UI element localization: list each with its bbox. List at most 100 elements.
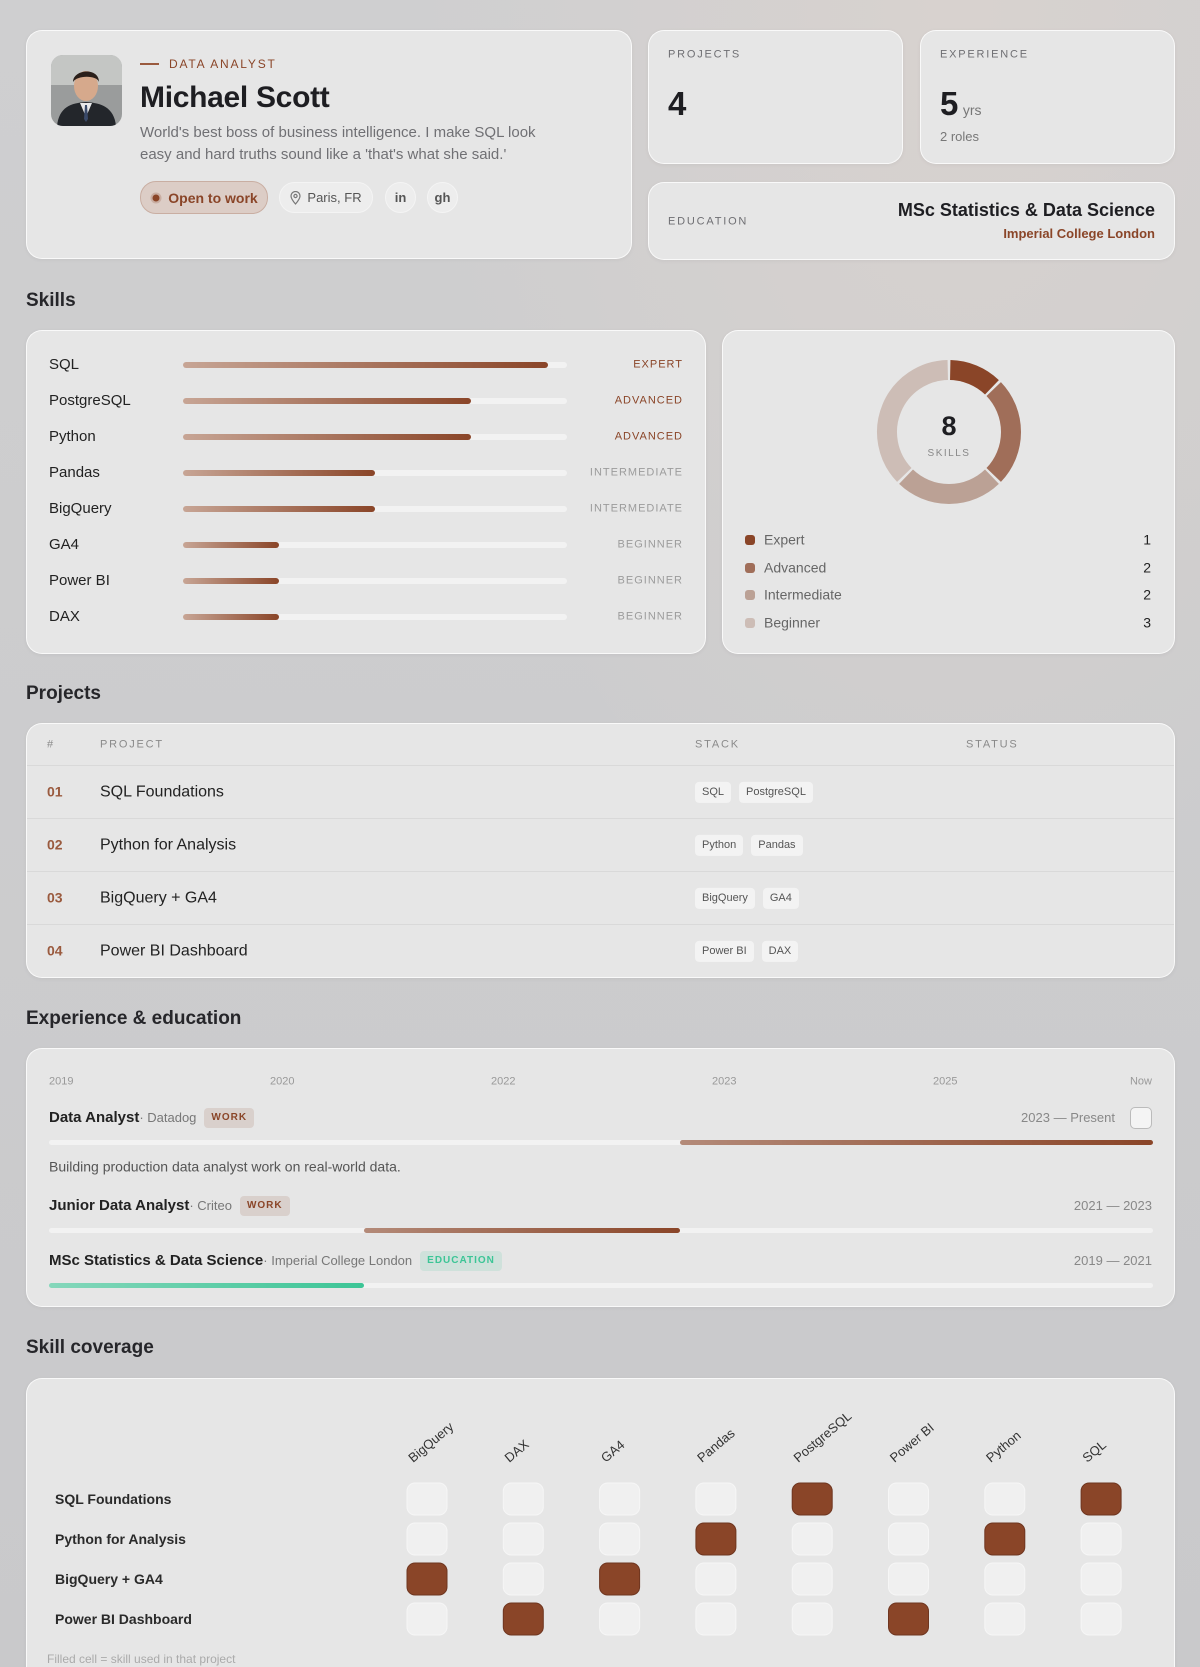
status-pill: Open to work	[140, 181, 268, 214]
skill-bar	[183, 434, 471, 440]
stack: Power BI DAX	[695, 939, 806, 962]
project-id: 03	[47, 889, 63, 906]
entry-button[interactable]	[1130, 1107, 1152, 1129]
coverage-cell	[406, 1562, 448, 1596]
axis-label: 2023	[712, 1075, 737, 1088]
stack-chip: BigQuery	[695, 887, 755, 909]
timeline-bar	[49, 1283, 365, 1288]
project-id: 02	[47, 836, 63, 853]
skill-bar	[183, 398, 471, 404]
role: DATA ANALYST	[169, 56, 277, 71]
coverage-cell	[888, 1602, 929, 1636]
row-divider	[27, 818, 1174, 819]
coverage-cell	[695, 1482, 737, 1516]
axis-label: 2020	[270, 1075, 295, 1088]
coverage-cell	[984, 1562, 1026, 1596]
column-header: STATUS	[966, 738, 1019, 751]
entry-org: Criteo	[189, 1198, 232, 1213]
location: Paris, FR	[307, 190, 362, 205]
timeline-card: 2019 2020 2022 2023 2025 Now Data AnalystDatad…	[26, 1048, 1175, 1307]
avatar	[51, 55, 122, 126]
skill-track	[183, 362, 567, 368]
stack: BigQuery GA4	[695, 886, 807, 909]
projects-table: # PROJECT STACK STATUS 01 SQL Foundations SQL P…	[26, 723, 1175, 978]
stat-label: EDUCATION	[668, 215, 749, 228]
coverage-cell	[791, 1602, 833, 1636]
pin-icon	[290, 190, 302, 205]
entry-title-row: Junior Data AnalystCriteo WORK	[49, 1196, 290, 1216]
coverage-cell	[888, 1482, 929, 1516]
experience-stat: EXPERIENCE 5 yrs 2 roles	[920, 30, 1175, 164]
column-label: Pandas	[694, 1425, 738, 1465]
coverage-matrix: BigQuery DAX GA4 Pandas PostgreSQL Power BI Py…	[55, 1408, 1122, 1636]
column-header: PROJECT	[100, 738, 164, 751]
coverage-cell	[502, 1522, 544, 1556]
row-label: Power BI Dashboard	[55, 1611, 192, 1627]
coverage-cell	[502, 1562, 544, 1596]
projects-stat: PROJECTS 4	[648, 30, 903, 164]
skill-bar	[183, 470, 375, 476]
skill-name: Python	[49, 428, 96, 445]
donut-label: SKILLS	[928, 448, 971, 459]
row-divider	[27, 924, 1174, 925]
skill-name: DAX	[49, 608, 80, 625]
coverage-cell	[888, 1562, 929, 1596]
coverage-cell	[599, 1562, 641, 1596]
coverage-cell	[502, 1602, 544, 1636]
coverage-cell	[888, 1522, 929, 1556]
profile-card: DATA ANALYST Michael Scott World's best …	[26, 30, 632, 259]
coverage-cell	[406, 1522, 448, 1556]
stack-chip: DAX	[761, 940, 799, 962]
section-title: Skill coverage	[26, 1337, 154, 1358]
skill-track	[183, 470, 567, 476]
skill-name: Pandas	[49, 464, 100, 481]
stack-chip: Power BI	[695, 940, 754, 962]
entry-period: 2019 — 2021	[1073, 1253, 1152, 1269]
donut-total: 8	[941, 411, 956, 441]
stack: Python Pandas	[695, 833, 811, 856]
coverage-cell	[695, 1602, 737, 1636]
timeline-bar	[364, 1228, 680, 1233]
entry-title: Junior Data Analyst	[49, 1197, 190, 1214]
coverage-cell	[695, 1522, 737, 1556]
coverage-cell	[984, 1602, 1026, 1636]
timeline-track	[49, 1140, 1153, 1145]
coverage-cell	[599, 1482, 641, 1516]
entry-title-row: Data AnalystDatadog WORK	[49, 1108, 255, 1128]
donut-segment	[877, 360, 949, 482]
coverage-cell	[1080, 1522, 1122, 1556]
column-label: SQL	[1079, 1437, 1109, 1465]
coverage-cell	[791, 1482, 833, 1516]
legend-swatch	[745, 562, 755, 573]
link[interactable]: gh	[427, 182, 458, 213]
link[interactable]: in	[385, 182, 416, 213]
row-label: Python for Analysis	[55, 1531, 186, 1547]
skill-name: GA4	[49, 536, 80, 553]
entry-period: 2023 — Present	[1021, 1110, 1115, 1126]
coverage-cell	[984, 1482, 1026, 1516]
skill-track	[183, 578, 567, 584]
legend-label: Intermediate	[764, 586, 842, 603]
status: Open to work	[168, 189, 258, 206]
skill-name: BigQuery	[49, 500, 112, 517]
donut-segment	[986, 382, 1021, 482]
timeline-track	[49, 1283, 1153, 1288]
stat-note: 2 roles	[940, 129, 980, 145]
axis-label: Now	[1129, 1075, 1152, 1088]
coverage-cell	[599, 1602, 641, 1636]
column-label: PostgreSQL	[790, 1408, 854, 1465]
legend-label: Expert	[764, 531, 805, 548]
column-label: GA4	[598, 1437, 628, 1465]
stat-value: 5	[940, 85, 959, 123]
project-id: 04	[47, 942, 63, 959]
entry-kind: EDUCATION	[420, 1251, 502, 1271]
section-title: Experience & education	[26, 1008, 242, 1029]
column-label: DAX	[502, 1436, 532, 1465]
entry-kind: WORK	[239, 1196, 290, 1216]
legend-swatch	[745, 618, 755, 629]
stack-chip: PostgreSQL	[739, 781, 813, 803]
legend-label: Advanced	[764, 559, 827, 576]
